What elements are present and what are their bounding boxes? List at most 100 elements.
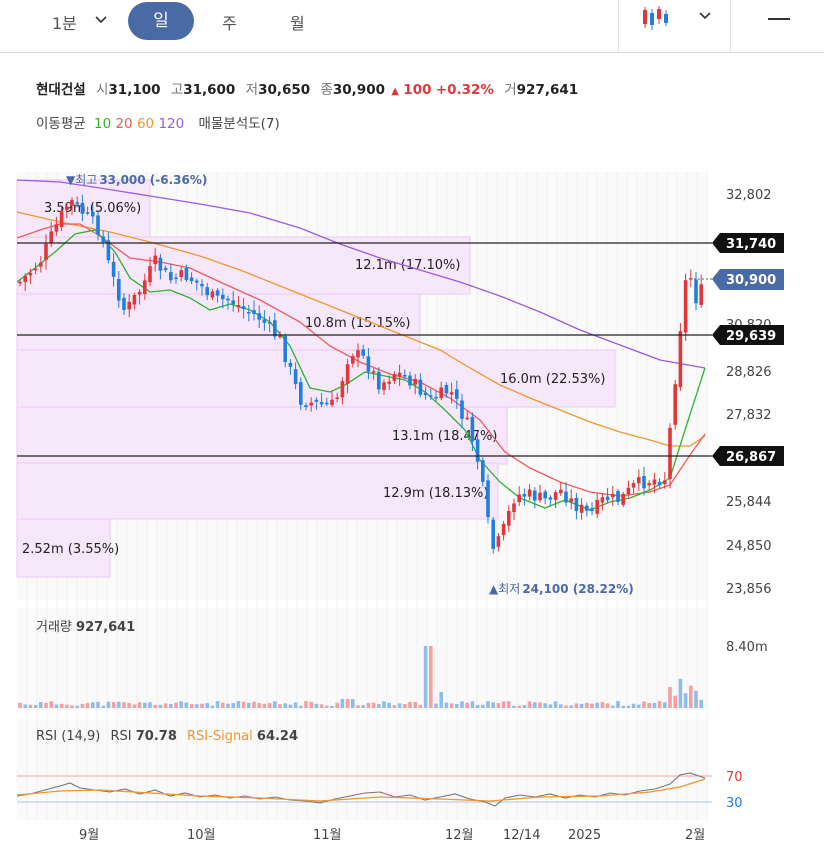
vp-label: 10.8m (15.15%)	[305, 316, 410, 331]
volume-value: 927,641	[516, 82, 579, 98]
candle-body	[371, 371, 376, 373]
candle-body	[33, 268, 38, 271]
volume-bar	[548, 704, 553, 708]
ma-20: 20	[115, 116, 133, 132]
volume-bar	[699, 699, 703, 708]
candle-body	[403, 374, 407, 377]
tab-month[interactable]: 월	[290, 14, 305, 33]
volume-bar	[335, 702, 339, 708]
open-value: 31,100	[108, 82, 161, 98]
volume-bar	[605, 703, 610, 708]
volume-bar	[205, 703, 209, 708]
price-axis-label: 32,802	[726, 188, 772, 203]
volume-bar	[96, 701, 100, 708]
volume-bar	[169, 703, 173, 708]
volume-bar	[49, 701, 53, 708]
candle-body	[28, 272, 33, 276]
ma-10: 10	[93, 116, 112, 132]
rsi-label: RSI	[110, 729, 132, 744]
candle-body	[132, 294, 137, 305]
candle-body	[236, 305, 241, 308]
candle-body	[538, 492, 542, 501]
rsi-signal-value: 64.24	[256, 729, 299, 744]
ma-legend[interactable]: 이동평균 10 20 60 120 매물분석도(7)	[36, 112, 280, 132]
volume-header: 거래량 927,641	[36, 616, 135, 635]
volume-bar	[423, 646, 428, 708]
volume-bar	[163, 703, 168, 708]
candlestick-chart-type-icon[interactable]	[640, 4, 674, 32]
volume-bar	[273, 701, 277, 708]
close-value: 30,900	[332, 82, 385, 98]
volume-bar	[689, 685, 693, 708]
candle-body	[293, 369, 298, 385]
tab-week[interactable]: 주	[222, 14, 237, 33]
ma-60: 60	[136, 116, 155, 132]
candle-body	[23, 276, 27, 282]
volume-bar	[377, 704, 381, 708]
volume-bar	[543, 703, 547, 708]
candle-body	[475, 439, 480, 462]
chart-type-chevron-icon[interactable]	[698, 9, 712, 23]
svg-text:31,740: 31,740	[726, 237, 776, 252]
volume-label: 거	[504, 82, 517, 98]
candle-body	[382, 382, 386, 390]
volume-bar	[309, 701, 313, 708]
candle-body	[174, 277, 178, 280]
candle-body	[522, 494, 527, 497]
candle-body	[496, 536, 501, 547]
volume-bar	[226, 703, 230, 708]
candle-body	[210, 291, 215, 298]
candle-body	[616, 490, 620, 502]
candle-body	[75, 202, 79, 204]
volume-bar	[267, 703, 272, 708]
volume-bar	[117, 701, 121, 708]
interval-1min-button[interactable]: 1분	[52, 14, 77, 33]
volume-bar	[132, 704, 137, 708]
volume-bar	[397, 703, 402, 708]
volume-bar	[460, 701, 464, 708]
volume-bar	[28, 704, 33, 708]
tab-day[interactable]: 일	[128, 2, 194, 40]
candle-body	[205, 287, 209, 296]
candle-body	[314, 399, 319, 402]
chevron-down-icon[interactable]	[94, 13, 108, 27]
svg-text:26,867: 26,867	[726, 450, 776, 465]
volume-bar	[621, 705, 625, 708]
candle-body	[418, 379, 423, 395]
volume-bar	[444, 702, 449, 708]
volume-bar	[215, 701, 220, 708]
volume-bar	[429, 646, 433, 708]
candle-body	[595, 499, 599, 514]
candle-body	[642, 475, 646, 489]
volume-bar	[585, 702, 589, 708]
candle-body	[319, 402, 324, 405]
volume-bar	[257, 703, 261, 708]
volume-bar	[579, 703, 584, 708]
svg-text:29,639: 29,639	[726, 329, 776, 344]
volume-bar	[241, 701, 246, 708]
menu-icon[interactable]	[768, 18, 790, 20]
volume-bar	[210, 705, 215, 708]
volume-bar	[475, 705, 480, 708]
candle-body	[366, 356, 371, 372]
volume-bar	[538, 702, 542, 708]
price-info: 현대건설 시31,100 고31,600 저30,650 종30,900 ▲ 1…	[36, 78, 578, 98]
volume-bar	[574, 703, 579, 708]
volume-bars	[18, 646, 703, 708]
volume-axis-label: 8.40m	[726, 640, 768, 655]
candle-body	[652, 479, 657, 485]
volume-bar	[652, 702, 657, 708]
volume-bar	[195, 704, 199, 708]
rsi-plot-area	[17, 720, 708, 820]
volume-bar	[683, 693, 688, 708]
candle-body	[657, 481, 662, 486]
toolbar: 1분 일 주 월	[0, 0, 824, 53]
volume-bar	[101, 705, 105, 708]
volume-bar	[80, 703, 85, 708]
low-label: 저	[245, 82, 259, 98]
volume-profile	[16, 179, 616, 578]
candle-body	[356, 350, 360, 358]
volume-bar	[626, 705, 631, 708]
x-axis-label: 12/14	[503, 828, 540, 843]
